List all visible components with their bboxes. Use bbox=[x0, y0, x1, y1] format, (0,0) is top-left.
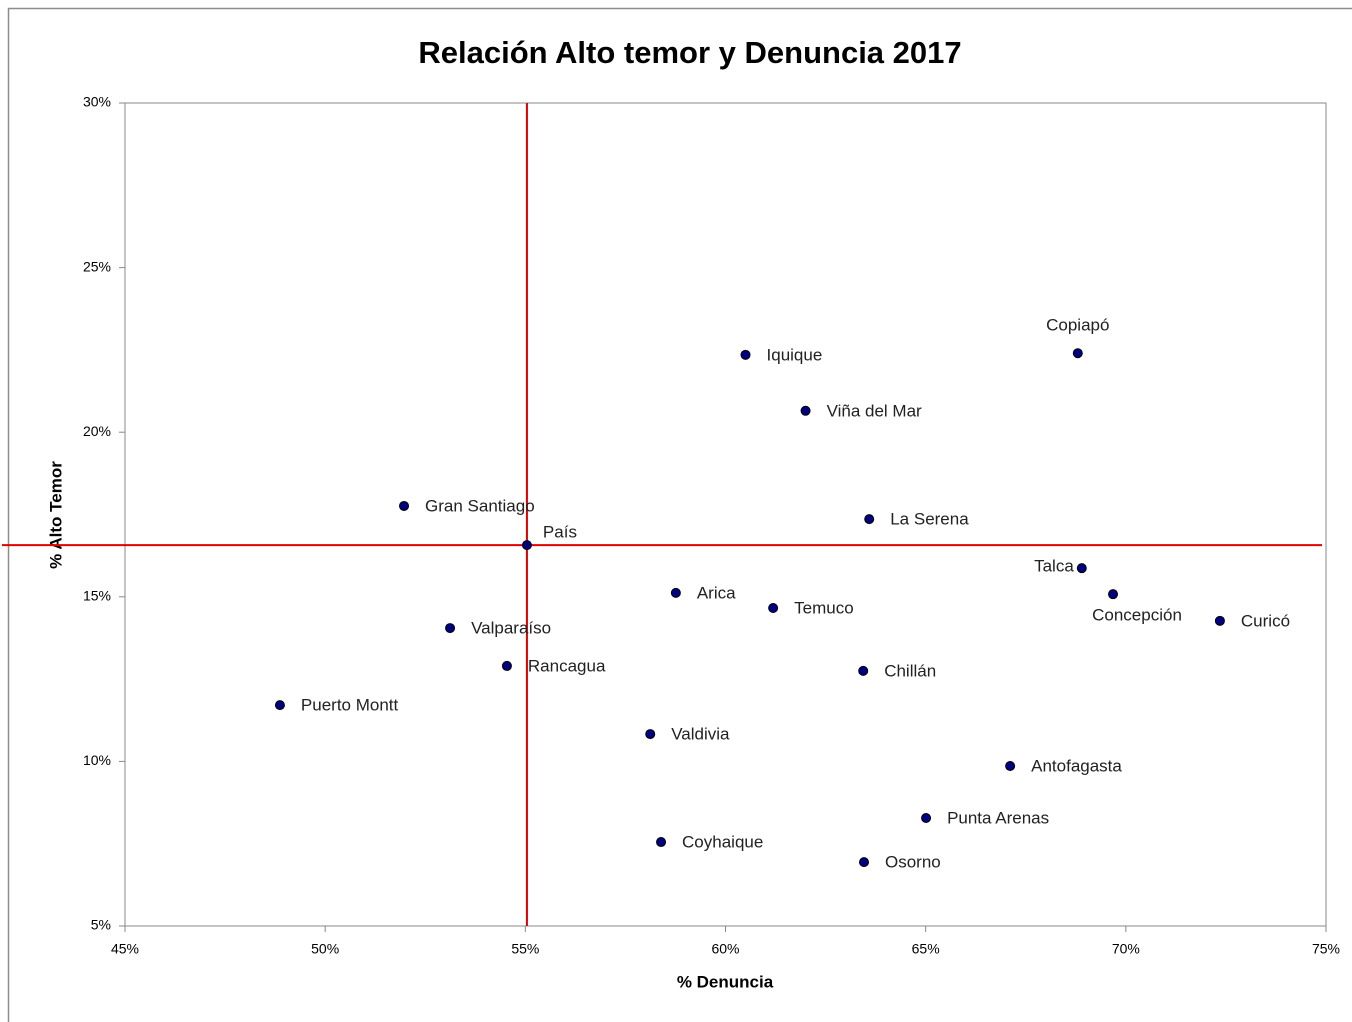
scatter-point bbox=[645, 729, 656, 740]
x-tick-label: 75% bbox=[1312, 941, 1340, 957]
point-label: País bbox=[543, 523, 577, 542]
x-tick-label: 60% bbox=[711, 941, 739, 957]
chart-frame bbox=[7, 7, 1352, 1022]
y-tick-label: 15% bbox=[83, 588, 111, 604]
scatter-point bbox=[1108, 589, 1119, 600]
scatter-point bbox=[274, 700, 285, 711]
scatter-point bbox=[768, 602, 779, 613]
scatter-point bbox=[800, 405, 811, 416]
scatter-point bbox=[521, 540, 532, 551]
y-tick-label: 5% bbox=[91, 917, 111, 933]
y-tick-label: 25% bbox=[83, 258, 111, 274]
y-axis-title: % Alto Temor bbox=[46, 461, 65, 569]
point-label: Viña del Mar bbox=[827, 401, 922, 420]
point-label: Arica bbox=[697, 583, 736, 602]
scatter-point bbox=[1214, 615, 1225, 626]
scatter-point bbox=[859, 857, 870, 868]
scatter-point bbox=[864, 514, 875, 525]
point-label: Gran Santiago bbox=[425, 496, 535, 515]
x-axis-title: % Denuncia bbox=[677, 972, 774, 991]
x-tick-label: 45% bbox=[111, 941, 139, 957]
scatter-point bbox=[921, 813, 932, 824]
point-label: Copiapó bbox=[1046, 316, 1109, 335]
scatter-point bbox=[1072, 348, 1083, 359]
point-label: Rancagua bbox=[528, 656, 606, 675]
y-tick-label: 30% bbox=[83, 94, 111, 110]
point-label: Chillán bbox=[884, 661, 936, 680]
scatter-point bbox=[670, 587, 681, 598]
scatter-point bbox=[399, 500, 410, 511]
y-tick-label: 10% bbox=[83, 752, 111, 768]
y-tick-label: 20% bbox=[83, 423, 111, 439]
scatter-point bbox=[740, 349, 751, 360]
chart-title: Relación Alto temor y Denuncia 2017 bbox=[418, 35, 961, 70]
point-label: Antofagasta bbox=[1031, 756, 1122, 775]
x-tick-label: 50% bbox=[311, 941, 339, 957]
point-label: Punta Arenas bbox=[947, 809, 1049, 828]
scatter-point bbox=[501, 660, 512, 671]
scatter-point bbox=[656, 837, 667, 848]
scatter-point bbox=[858, 665, 869, 676]
point-label: Curicó bbox=[1241, 611, 1290, 630]
point-label: Osorno bbox=[885, 853, 941, 872]
x-tick-label: 65% bbox=[912, 941, 940, 957]
scatter-point bbox=[1005, 761, 1016, 772]
point-label: Valparaíso bbox=[471, 619, 551, 638]
point-label: Talca bbox=[1034, 557, 1074, 576]
point-label: La Serena bbox=[890, 510, 969, 529]
point-label: Concepción bbox=[1092, 606, 1182, 625]
point-label: Coyhaique bbox=[682, 833, 763, 852]
scatter-point bbox=[1076, 563, 1087, 574]
x-tick-label: 70% bbox=[1112, 941, 1140, 957]
point-label: Temuco bbox=[794, 598, 854, 617]
point-label: Valdivia bbox=[671, 725, 730, 744]
x-tick-label: 55% bbox=[511, 941, 539, 957]
point-label: Puerto Montt bbox=[301, 696, 399, 715]
scatter-point bbox=[445, 623, 456, 634]
point-label: Iquique bbox=[767, 345, 823, 364]
